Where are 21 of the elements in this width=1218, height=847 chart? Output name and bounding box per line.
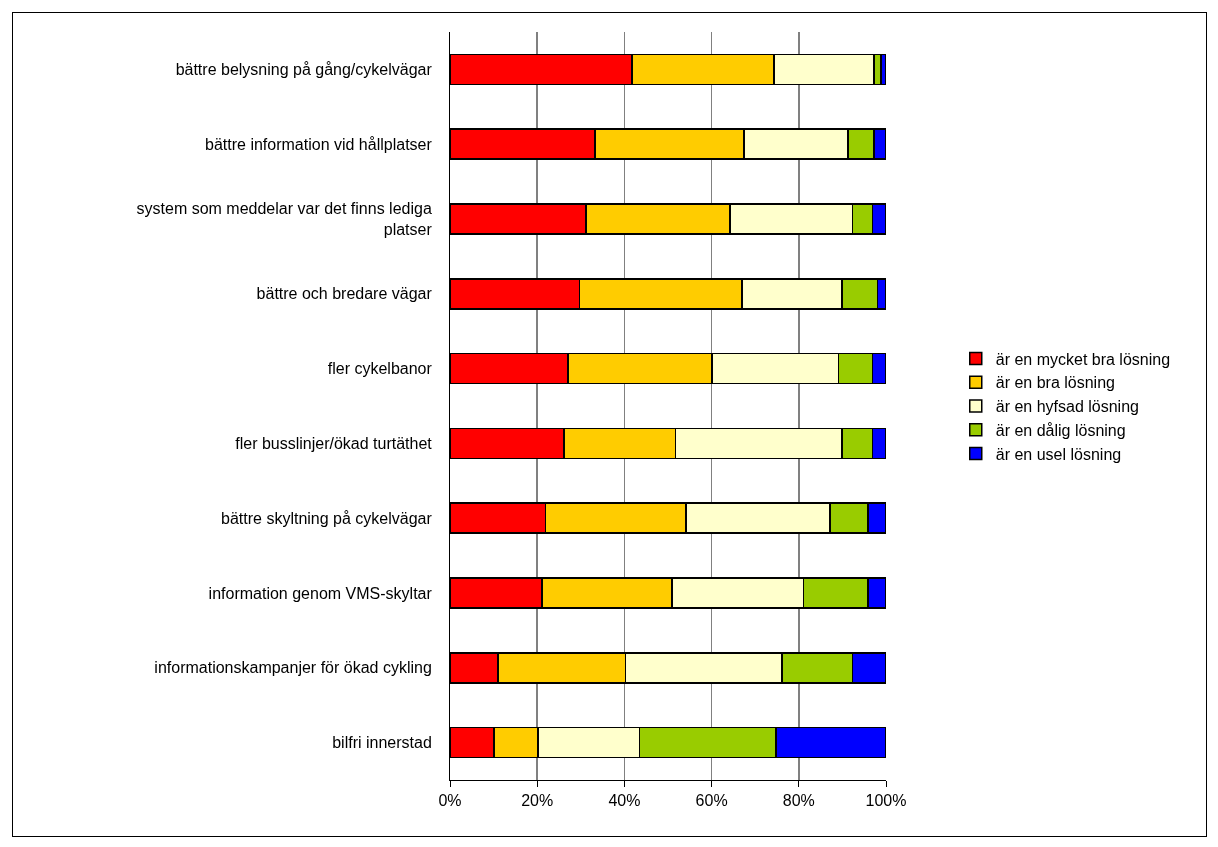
legend-label: är en dålig lösning: [995, 422, 1126, 440]
legend-label: är en hyfsad lösning: [995, 398, 1139, 416]
y-tick-label: bättre belysning på gång/cykelvägar: [175, 61, 433, 78]
x-tick-label: 40%: [608, 792, 641, 810]
y-tick-label: bättre skyltning på cykelvägar: [221, 509, 433, 527]
x-tick-label: 80%: [782, 792, 815, 810]
y-tick-label: information genom VMS-skyltar: [208, 584, 433, 602]
y-tick-label: fler busslinjer/ökad turtäthet: [235, 435, 433, 452]
y-tick-label: informationskampanjer för ökad cykling: [154, 659, 432, 677]
y-tick-label: bilfri innerstad: [332, 734, 432, 752]
y-tick-label: bättre information vid hållplatser: [205, 135, 433, 153]
y-tick-label: system som meddelar var det finns lediga platser: [136, 200, 433, 238]
legend-label: är en usel lösning: [995, 445, 1122, 463]
legend-label: är en bra lösning: [995, 374, 1115, 392]
x-tick-label: 0%: [438, 792, 462, 810]
x-tick-label: 100%: [865, 792, 907, 810]
y-tick-label: bättre och bredare vägar: [256, 285, 433, 303]
legend-label: är en mycket bra lösning: [995, 350, 1171, 368]
x-tick-label: 20%: [521, 792, 554, 810]
y-tick-label: fler cykelbanor: [327, 360, 433, 378]
x-tick-label: 60%: [695, 792, 728, 810]
